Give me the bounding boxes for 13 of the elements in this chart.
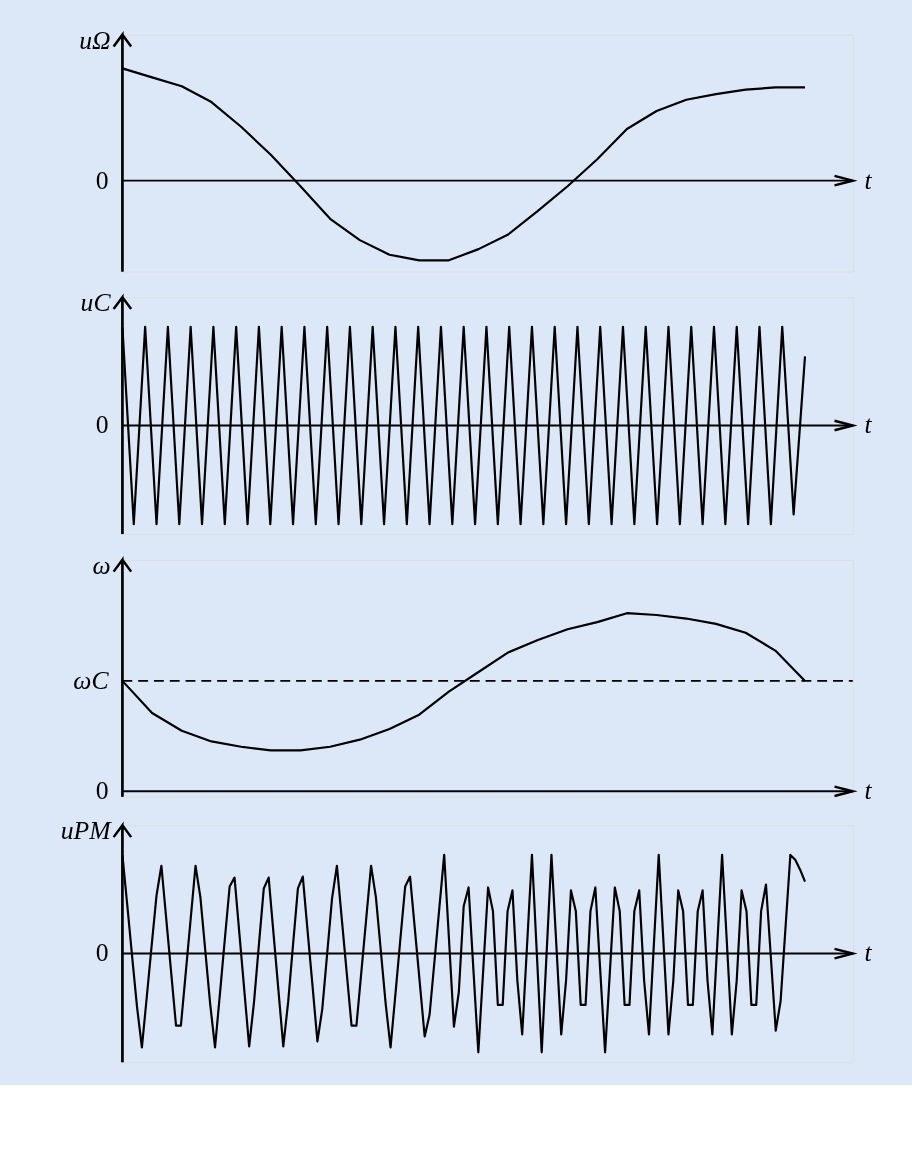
ref-line-label: ωC <box>73 665 110 695</box>
x-axis-title: t <box>864 938 873 968</box>
x-axis-title: t <box>864 776 873 806</box>
y-axis-title: uPM <box>60 816 113 846</box>
ref-line-label: 0 <box>95 165 109 195</box>
y-axis-title: uΩ <box>79 25 111 55</box>
y-axis-title: uC <box>80 288 112 318</box>
x-axis-title: t <box>864 165 873 195</box>
ref-line-label: 0 <box>95 776 109 806</box>
ref-line-label: 0 <box>95 938 109 968</box>
x-axis-title: t <box>864 410 873 440</box>
ref-line-label: 0 <box>95 410 109 440</box>
y-axis-title: ω <box>92 550 111 580</box>
